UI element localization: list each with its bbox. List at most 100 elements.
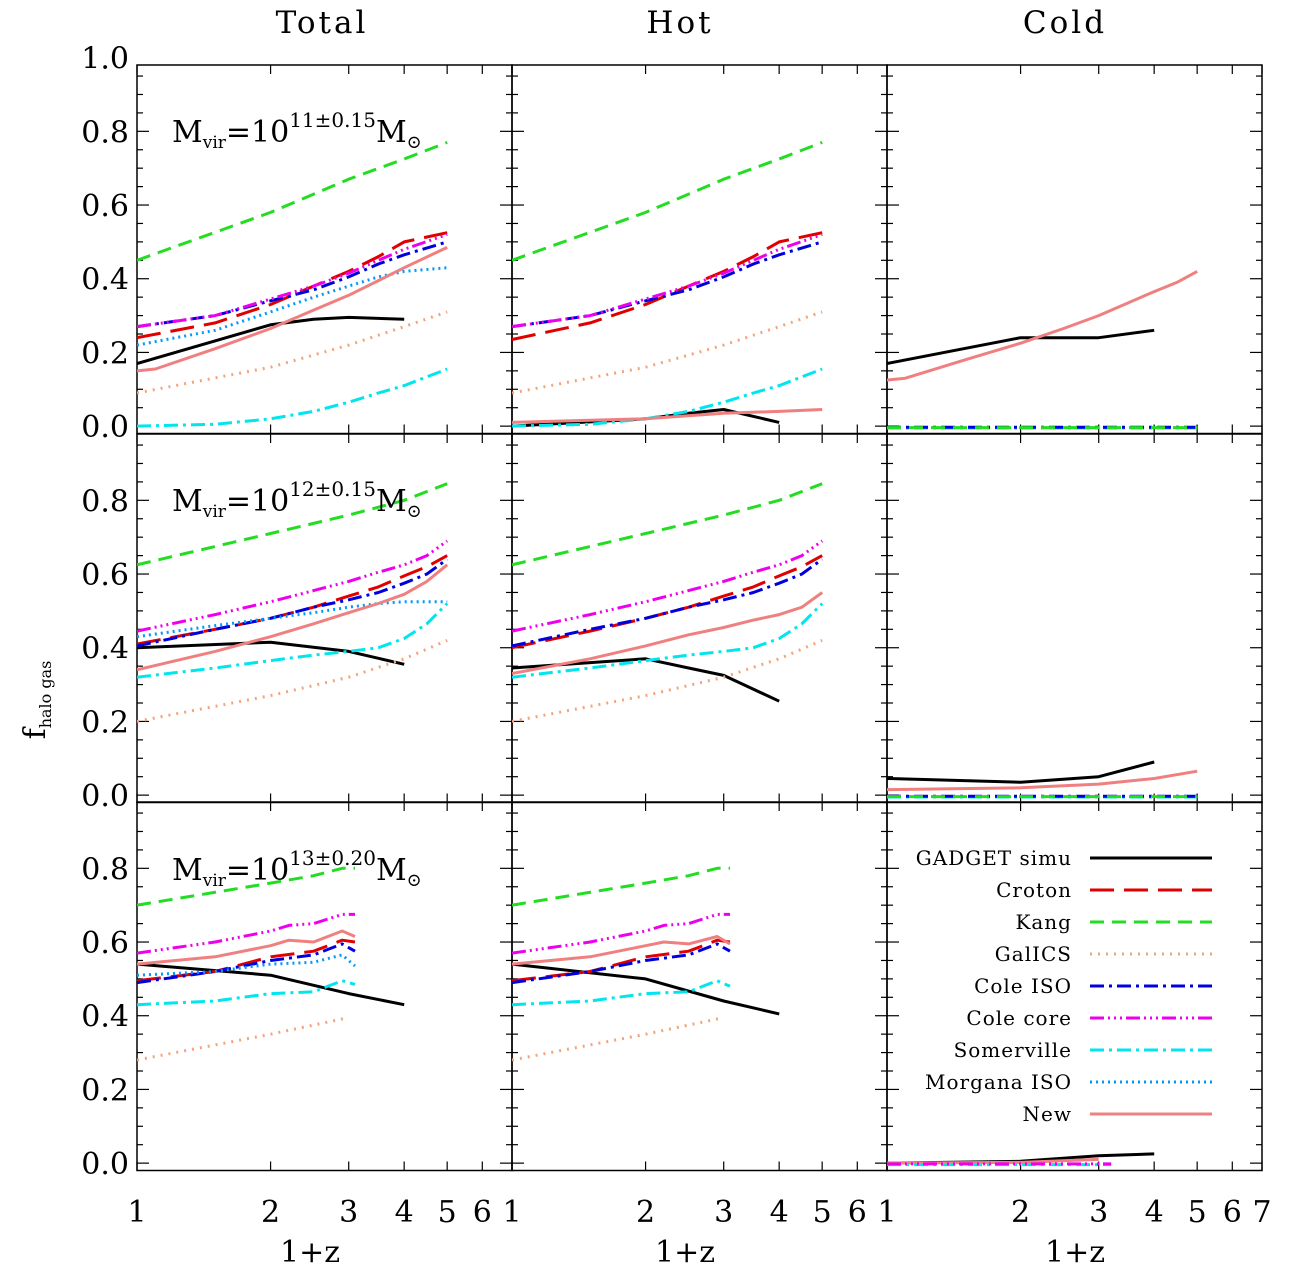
legend-label: Cole core xyxy=(966,1006,1072,1030)
legend-entry-somerville: Somerville xyxy=(954,1038,1212,1062)
series-line-cole-core xyxy=(512,233,823,329)
series-line-somerville xyxy=(512,979,731,1007)
series-group xyxy=(137,141,448,428)
x-tick-label: 6 xyxy=(1223,1195,1242,1230)
x-tick-label: 2 xyxy=(636,1195,655,1230)
series-line-cole-core xyxy=(512,539,824,633)
series-line-cole-core xyxy=(137,233,448,329)
legend-label: GADGET simu xyxy=(916,846,1072,870)
y-axis-label-sub: halo gas xyxy=(36,661,55,729)
y-tick-label: 0.2 xyxy=(81,1073,129,1108)
legend-label: Somerville xyxy=(954,1038,1072,1062)
y-tick-label: 0.0 xyxy=(81,1147,129,1182)
series-line-gadget-simu xyxy=(512,962,780,1016)
y-axis-label: fhalo gas xyxy=(18,661,55,740)
series-line-galics xyxy=(512,1016,725,1062)
series-line-cole-iso xyxy=(137,942,356,985)
x-tick-label: 3 xyxy=(1089,1195,1108,1230)
series-line-somerville xyxy=(512,367,823,428)
legend-entry-cole-iso: Cole ISO xyxy=(974,974,1212,998)
series-line-new xyxy=(887,769,1198,792)
y-tick-label: 1.0 xyxy=(81,42,129,77)
mass-label-row-0: Mvir=1011±0.15M⊙ xyxy=(172,108,422,153)
row-mass-labels: Mvir=1011±0.15M⊙ Mvir=1012±0.15M⊙ Mvir=101… xyxy=(172,108,422,891)
x-tick-label: 6 xyxy=(848,1195,867,1230)
y-axis-label-main: f xyxy=(18,726,53,739)
y-tick-label: 0.0 xyxy=(81,779,129,814)
series-group xyxy=(512,866,780,1062)
legend-entry-croton: Croton xyxy=(996,878,1212,902)
column-titles: Total Hot Cold xyxy=(276,5,1104,41)
series-line-galics xyxy=(137,310,448,395)
series-line-galics xyxy=(137,1016,350,1062)
series-line-croton xyxy=(137,938,356,983)
x-tick-label: 7 xyxy=(1252,1195,1271,1230)
series-group xyxy=(887,1152,1155,1167)
series-group xyxy=(887,270,1198,430)
x-axis-label-cold: 1+z xyxy=(1045,1235,1105,1270)
x-tick-label: 5 xyxy=(813,1195,832,1230)
x-tick-label: 2 xyxy=(261,1195,280,1230)
series-line-gadget-simu xyxy=(887,328,1155,365)
panel-frame xyxy=(886,801,1263,1172)
series-group xyxy=(137,866,405,1062)
series-line-cole-iso xyxy=(137,558,449,648)
x-tick-label: 1 xyxy=(127,1195,146,1230)
panel-r0-c1 xyxy=(511,64,888,435)
series-line-croton xyxy=(512,938,731,983)
x-axis-label-hot: 1+z xyxy=(655,1235,715,1270)
panel-r1-c2 xyxy=(886,433,1263,804)
x-tick-label: 6 xyxy=(473,1195,492,1230)
series-line-galics xyxy=(512,639,823,723)
y-tick-label: 0.8 xyxy=(81,115,129,150)
series-line-croton xyxy=(137,231,448,340)
series-line-cole-iso xyxy=(512,942,731,985)
series-line-somerville xyxy=(137,979,356,1007)
y-tick-label: 0.8 xyxy=(81,852,129,887)
x-axis-labels: 1+z 1+z 1+z xyxy=(280,1235,1105,1270)
series-line-gadget-simu xyxy=(512,657,780,703)
series-line-galics xyxy=(137,639,448,723)
series-line-gadget-simu xyxy=(137,315,405,365)
series-line-cole-iso xyxy=(512,558,824,648)
x-tick-label: 2 xyxy=(1011,1195,1030,1230)
panel-frame xyxy=(511,433,888,804)
y-tick-label: 0.6 xyxy=(81,558,129,593)
panel-frame xyxy=(886,433,1263,804)
series-group xyxy=(887,760,1198,799)
y-tick-label: 0.4 xyxy=(81,263,129,298)
mass-label-row-2: Mvir=1013±0.20M⊙ xyxy=(172,846,422,891)
panel-r1-c0: 0.0 0.2 0.4 0.6 0.8 xyxy=(81,433,513,814)
x-tick-label: 4 xyxy=(1145,1195,1164,1230)
legend-label: GalICS xyxy=(995,942,1072,966)
series-line-somerville xyxy=(137,367,448,428)
y-tick-label: 0.4 xyxy=(81,1000,129,1035)
series-line-gadget-simu xyxy=(137,962,405,1007)
series-group xyxy=(137,482,449,723)
legend-label: Morgana ISO xyxy=(925,1070,1072,1094)
y-tick-label: 0.8 xyxy=(81,484,129,519)
svg-text:fhalo gas: fhalo gas xyxy=(18,661,55,740)
series-line-new xyxy=(887,270,1198,382)
series-line-cole-core xyxy=(137,539,449,633)
panels: 0.00.20.40.60.81.00.00.20.40.60.80.00.20… xyxy=(81,42,1271,1230)
panel-r0-c0: 0.0 0.2 0.4 0.6 0.8 1.0 xyxy=(81,42,513,445)
legend: GADGET simu Croton Kang GalICS Cole ISO Cole … xyxy=(916,846,1212,1126)
panel-r1-c1 xyxy=(511,433,888,804)
series-line-kang xyxy=(512,141,823,262)
series-line-new xyxy=(512,935,731,966)
y-tick-label: 0.4 xyxy=(81,632,129,667)
series-line-kang xyxy=(137,482,448,567)
series-line-new xyxy=(137,563,449,672)
x-tick-label: 1 xyxy=(502,1195,521,1230)
legend-label: Kang xyxy=(1015,910,1072,934)
series-line-new xyxy=(512,408,823,424)
y-tick-label: 0.6 xyxy=(81,926,129,961)
series-line-new xyxy=(512,591,824,675)
series-line-kang xyxy=(137,866,355,907)
y-tick-label: 0.6 xyxy=(81,189,129,224)
series-line-new xyxy=(137,246,448,373)
x-tick-label: 5 xyxy=(1188,1195,1207,1230)
series-line-cole-iso xyxy=(512,240,823,329)
